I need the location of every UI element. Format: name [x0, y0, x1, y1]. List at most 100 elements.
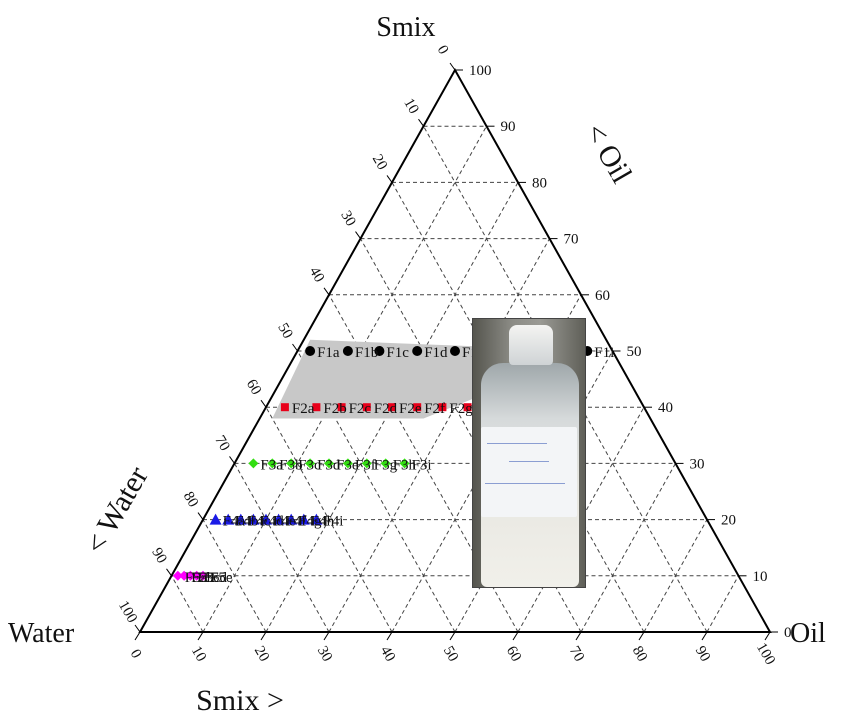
marker-f3e [324, 458, 334, 469]
bottle-photo [472, 318, 586, 588]
tick-label-left: 20 [369, 152, 390, 173]
point-label-f4c: F4c [248, 514, 271, 530]
marker-f2e [388, 403, 396, 412]
point-label-f1c: F1c [386, 345, 409, 361]
marker-f4h [297, 513, 310, 525]
axis-title-smix: Smix > [196, 684, 284, 717]
marker-f1b [342, 346, 353, 356]
tick-mark-bottom [197, 631, 204, 641]
grid-line-oil [580, 463, 676, 633]
point-label-f4i: F4i [323, 514, 343, 530]
point-label-f3b: F3b [279, 457, 302, 473]
tick-mark-bottom [260, 631, 267, 641]
point-label-f3g: F3g [374, 457, 398, 473]
marker-f5b [179, 570, 190, 581]
point-label-f4h: F4h [311, 514, 335, 530]
tick-label-left: 60 [243, 377, 264, 398]
marker-f4f [272, 513, 285, 525]
tick-label-bottom: 20 [251, 644, 272, 665]
tick-label-bottom: 40 [377, 644, 398, 665]
tick-label-left: 40 [306, 264, 327, 285]
corner-label-oil: Oil [790, 618, 826, 649]
tick-mark-left [355, 231, 361, 239]
tick-label-left: 90 [148, 545, 169, 566]
tick-label-left: 50 [274, 321, 295, 342]
point-label-f1i: F1i [594, 345, 614, 361]
point-label-f3c: F3c [298, 457, 321, 473]
tick-mark-bottom [764, 631, 771, 641]
marker-f3f [342, 458, 353, 469]
point-label-f2e: F2e [399, 401, 422, 417]
point-label-f4b: F4b [235, 514, 258, 530]
tick-label-right: 30 [690, 456, 705, 472]
marker-f2a [280, 403, 289, 412]
tick-mark-left [197, 512, 204, 520]
point-label-f4d: F4d [260, 514, 284, 530]
tick-label-bottom: 0 [127, 647, 145, 661]
point-label-f3a: F3a [260, 457, 283, 473]
tick-label-left: 80 [180, 489, 201, 510]
tick-mark-bottom [512, 631, 519, 641]
tick-mark-bottom [323, 631, 330, 641]
tick-label-bottom: 100 [753, 640, 778, 667]
marker-f3h [380, 458, 391, 469]
point-label-f2c: F2c [349, 401, 372, 417]
tick-label-right: 20 [721, 513, 736, 529]
tick-label-right: 40 [658, 400, 673, 416]
tick-mark-bottom [701, 631, 708, 641]
tick-label-right: 80 [532, 175, 547, 191]
point-label-f5a: F5a [185, 570, 208, 586]
marker-f2b [312, 403, 321, 412]
tick-label-right: 70 [564, 232, 579, 248]
grid-line-oil [328, 238, 550, 633]
tick-mark-bottom [638, 631, 645, 641]
point-label-f3h: F3h [393, 457, 417, 473]
tick-mark-bottom [134, 631, 141, 641]
tick-label-right: 0 [784, 625, 792, 641]
tick-label-bottom: 70 [566, 644, 587, 665]
marker-f1a [305, 346, 316, 356]
tick-layer: 0 0 0 10 10 10 20 20 20 30 30 30 40 40 40 50 50 50 60 60 60 7… [115, 43, 792, 668]
tick-label-left: 0 [434, 43, 452, 57]
tick-mark-bottom [575, 631, 582, 641]
point-label-f3i: F3i [412, 457, 432, 473]
tick-label-left: 10 [400, 96, 421, 117]
tick-label-bottom: 30 [314, 644, 335, 665]
axis-title-oil: < Oil [578, 118, 638, 189]
tick-label-bottom: 10 [188, 644, 209, 665]
marker-f3d [305, 458, 316, 469]
point-label-f2d: F2d [374, 401, 398, 417]
grid-line-water [202, 519, 267, 633]
tick-label-right: 50 [627, 344, 642, 360]
marker-f4c [234, 513, 247, 525]
point-label-f3d: F3d [317, 457, 341, 473]
point-label-f4f: F4f [286, 514, 307, 530]
point-label-f4e: F4e [273, 514, 296, 530]
tick-label-bottom: 90 [692, 644, 713, 665]
marker-f1d [412, 346, 423, 356]
marker-f1c [374, 346, 385, 356]
marker-f2f [413, 403, 422, 412]
corner-label-smix: Smix [376, 12, 435, 43]
point-label-f1a: F1a [317, 345, 340, 361]
marker-f5e [198, 570, 208, 581]
tick-mark-left [166, 568, 172, 577]
tick-mark-left [292, 343, 298, 352]
point-label-f2a: F2a [292, 401, 315, 417]
tick-label-right: 100 [469, 63, 492, 79]
marker-f4i [310, 513, 323, 525]
point-label-f4g: F4g [298, 514, 322, 530]
point-label-f3f: F3f [355, 457, 376, 473]
tick-mark-left [323, 287, 330, 296]
marker-f4d [247, 513, 260, 525]
grid-line-water [265, 406, 393, 633]
marker-f4a [209, 513, 222, 525]
grid-line-water [171, 575, 204, 633]
point-label-f3e: F3e [336, 457, 359, 473]
marker-f2g [438, 403, 447, 412]
tick-label-right: 10 [753, 569, 768, 585]
tick-mark-left [449, 62, 456, 71]
point-label-f5e: F5e [210, 570, 233, 586]
tick-mark-left [229, 456, 235, 464]
marker-f3b [267, 458, 278, 469]
